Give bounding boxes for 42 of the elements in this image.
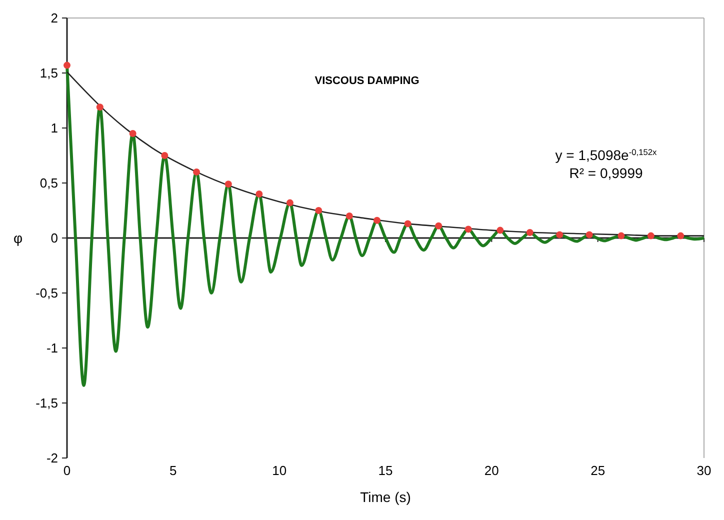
point bbox=[193, 168, 200, 176]
x-tick-label: 25 bbox=[590, 463, 606, 478]
point bbox=[256, 190, 263, 198]
y-tick-label: 0 bbox=[50, 230, 58, 246]
y-tick-label: -0,5 bbox=[36, 286, 58, 301]
y-tick-label: -1,5 bbox=[36, 396, 58, 411]
y-axis-title: φ bbox=[13, 230, 23, 246]
text: VISCOUS DAMPING bbox=[314, 75, 420, 87]
annotation: R² = 0,9999 bbox=[569, 165, 643, 181]
point bbox=[496, 226, 504, 234]
x-tick-label: 30 bbox=[696, 463, 712, 478]
point bbox=[64, 62, 70, 69]
point bbox=[464, 226, 472, 233]
annotation: y = 1,5098e$^{-0,152x}$ bbox=[555, 147, 658, 163]
point bbox=[435, 222, 442, 230]
point bbox=[129, 130, 136, 137]
point bbox=[374, 216, 381, 224]
point bbox=[647, 232, 654, 240]
point bbox=[677, 232, 684, 240]
x-tick-label: 15 bbox=[378, 463, 393, 478]
y-tick-label: 1 bbox=[50, 120, 58, 136]
point bbox=[404, 220, 412, 228]
point bbox=[315, 207, 322, 214]
point bbox=[618, 232, 625, 240]
y-tick-label: 2 bbox=[50, 10, 58, 26]
point bbox=[286, 199, 294, 206]
y-tick-label: -2 bbox=[46, 450, 58, 466]
x-axis-title: Time (s) bbox=[360, 489, 411, 505]
point bbox=[224, 180, 232, 188]
point bbox=[346, 212, 353, 220]
y-tick-label: 1,5 bbox=[40, 66, 58, 81]
point bbox=[526, 229, 534, 236]
y-tick-label: -1 bbox=[46, 340, 58, 356]
x-tick-label: 0 bbox=[63, 463, 71, 478]
y-tick-label: 0,5 bbox=[40, 176, 58, 191]
x-tick-label: 5 bbox=[170, 463, 177, 478]
point bbox=[161, 152, 168, 159]
x-tick-label: 20 bbox=[484, 463, 499, 478]
point bbox=[96, 104, 104, 111]
point bbox=[586, 231, 593, 238]
point bbox=[556, 231, 564, 238]
x-tick-label: 10 bbox=[272, 463, 287, 478]
